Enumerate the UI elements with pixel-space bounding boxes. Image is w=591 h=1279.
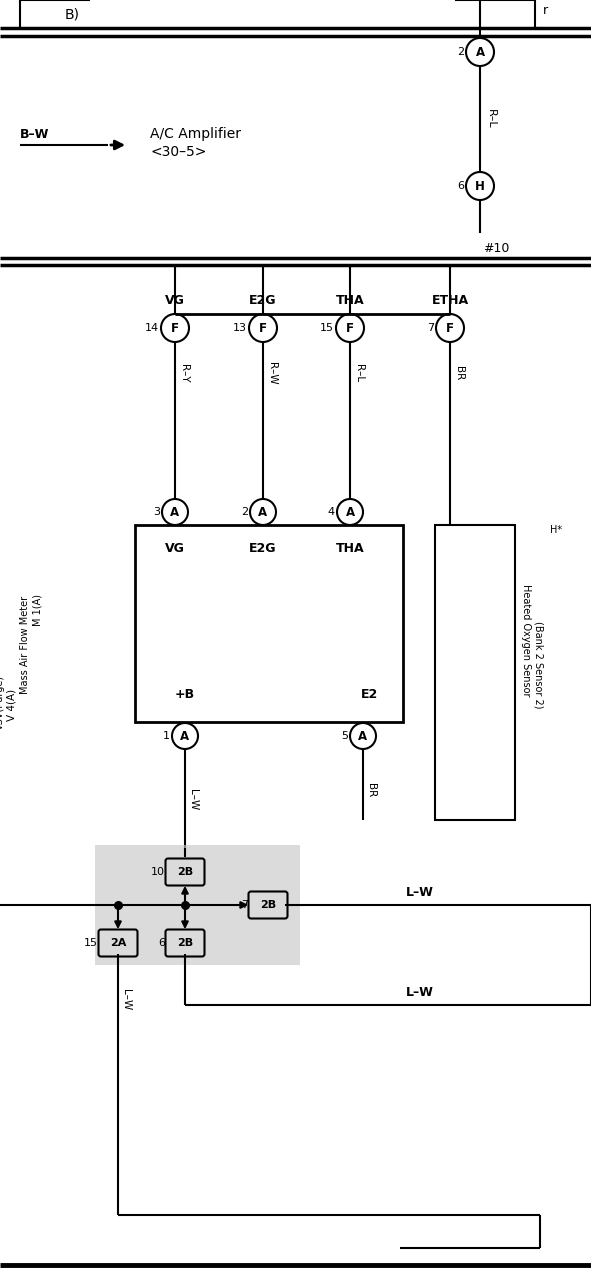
Text: 2B: 2B xyxy=(177,938,193,948)
Text: 14: 14 xyxy=(145,324,159,333)
Text: E2: E2 xyxy=(361,688,379,701)
Text: 2: 2 xyxy=(457,47,464,58)
Text: A/C Amplifier: A/C Amplifier xyxy=(150,127,241,141)
Text: B): B) xyxy=(65,6,80,20)
Text: V 4(A): V 4(A) xyxy=(7,689,17,721)
Text: Mass Air Flow Meter: Mass Air Flow Meter xyxy=(20,596,30,694)
Text: ETHA: ETHA xyxy=(431,293,469,307)
Text: A: A xyxy=(170,505,180,518)
Text: 3: 3 xyxy=(153,506,160,517)
Text: VG: VG xyxy=(165,541,185,555)
Text: (Bank 2 Sensor 2): (Bank 2 Sensor 2) xyxy=(533,622,543,709)
Text: A: A xyxy=(358,729,368,743)
Text: L–W: L–W xyxy=(406,986,434,999)
Text: 2: 2 xyxy=(241,506,248,517)
Text: R–L: R–L xyxy=(486,109,496,129)
Text: Heated Oxygen Sensor: Heated Oxygen Sensor xyxy=(521,583,531,696)
Text: 4: 4 xyxy=(328,506,335,517)
Text: F: F xyxy=(446,321,454,335)
Text: BR: BR xyxy=(366,783,376,797)
Text: 15: 15 xyxy=(84,938,98,948)
Text: A: A xyxy=(475,46,485,59)
Text: 2B: 2B xyxy=(177,867,193,877)
Text: +B: +B xyxy=(175,688,195,701)
Text: H*: H* xyxy=(550,524,562,535)
Text: F: F xyxy=(346,321,354,335)
Text: F: F xyxy=(259,321,267,335)
Text: E2G: E2G xyxy=(249,541,277,555)
Bar xyxy=(95,845,300,964)
Text: 2B: 2B xyxy=(260,900,276,909)
Text: B–W: B–W xyxy=(20,128,50,141)
Text: R–Y: R–Y xyxy=(179,363,189,382)
Bar xyxy=(135,524,403,723)
Text: 6: 6 xyxy=(158,938,165,948)
Text: r: r xyxy=(543,4,548,17)
Text: 6: 6 xyxy=(457,182,464,191)
Text: 13: 13 xyxy=(233,324,247,333)
Text: F: F xyxy=(171,321,179,335)
Text: A: A xyxy=(258,505,268,518)
Text: <30–5>: <30–5> xyxy=(150,145,206,159)
Bar xyxy=(435,524,515,820)
Text: A: A xyxy=(180,729,190,743)
Text: 2A: 2A xyxy=(110,938,126,948)
Text: R–W: R–W xyxy=(267,362,277,384)
Text: R–L: R–L xyxy=(354,365,364,382)
Text: 7: 7 xyxy=(241,900,248,909)
Text: VG: VG xyxy=(165,293,185,307)
Text: 1: 1 xyxy=(163,732,170,741)
Text: 10: 10 xyxy=(151,867,165,877)
Text: L–W: L–W xyxy=(406,886,434,899)
Text: VSV(Purge): VSV(Purge) xyxy=(0,675,5,730)
Text: L–W: L–W xyxy=(188,789,198,811)
Text: #10: #10 xyxy=(483,242,509,255)
Text: BR: BR xyxy=(454,366,464,380)
Text: THA: THA xyxy=(336,541,364,555)
Text: L–W: L–W xyxy=(121,990,131,1010)
Text: 7: 7 xyxy=(427,324,434,333)
Text: H: H xyxy=(475,179,485,193)
Text: A: A xyxy=(345,505,355,518)
Text: 5: 5 xyxy=(341,732,348,741)
Text: E2G: E2G xyxy=(249,293,277,307)
Text: 15: 15 xyxy=(320,324,334,333)
Text: THA: THA xyxy=(336,293,364,307)
Text: M 1(A): M 1(A) xyxy=(33,593,43,625)
